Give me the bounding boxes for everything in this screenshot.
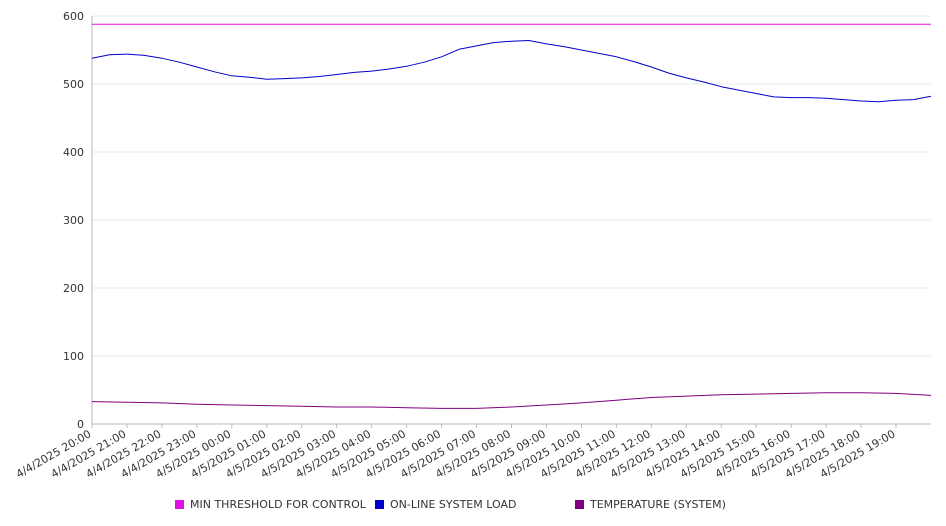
line-chart: 0 100 200 300 400 500 600 4/4/2025 20:004/4/20… (14, 10, 932, 481)
chart-legend: MIN THRESHOLD FOR CONTROL ON-LINE SYSTEM… (0, 498, 946, 514)
legend-label-temperature: TEMPERATURE (SYSTEM) (590, 498, 726, 511)
series-line-system-load (91, 40, 932, 103)
x-tick-labels: 4/4/2025 20:004/4/2025 21:004/4/2025 22:… (14, 424, 898, 481)
y-tick-labels: 0 100 200 300 400 500 600 (63, 10, 84, 431)
legend-item-threshold[interactable]: MIN THRESHOLD FOR CONTROL (175, 498, 366, 511)
y-tick-label: 400 (63, 146, 84, 159)
grid-lines (92, 15, 931, 357)
y-tick-label: 100 (63, 350, 84, 363)
y-tick-label: 0 (77, 418, 84, 431)
legend-swatch-temperature (575, 500, 584, 509)
legend-label-system-load: ON-LINE SYSTEM LOAD (390, 498, 517, 511)
y-tick-label: 600 (63, 10, 84, 23)
legend-item-temperature[interactable]: TEMPERATURE (SYSTEM) (575, 498, 726, 511)
y-tick-label: 500 (63, 78, 84, 91)
legend-label-threshold: MIN THRESHOLD FOR CONTROL (190, 498, 366, 511)
legend-swatch-system-load (375, 500, 384, 509)
y-tick-label: 200 (63, 282, 84, 295)
legend-item-system-load[interactable]: ON-LINE SYSTEM LOAD (375, 498, 516, 511)
series-line-temperature (91, 392, 932, 409)
legend-swatch-threshold (175, 500, 184, 509)
series-lines (91, 23, 932, 409)
y-tick-label: 300 (63, 214, 84, 227)
